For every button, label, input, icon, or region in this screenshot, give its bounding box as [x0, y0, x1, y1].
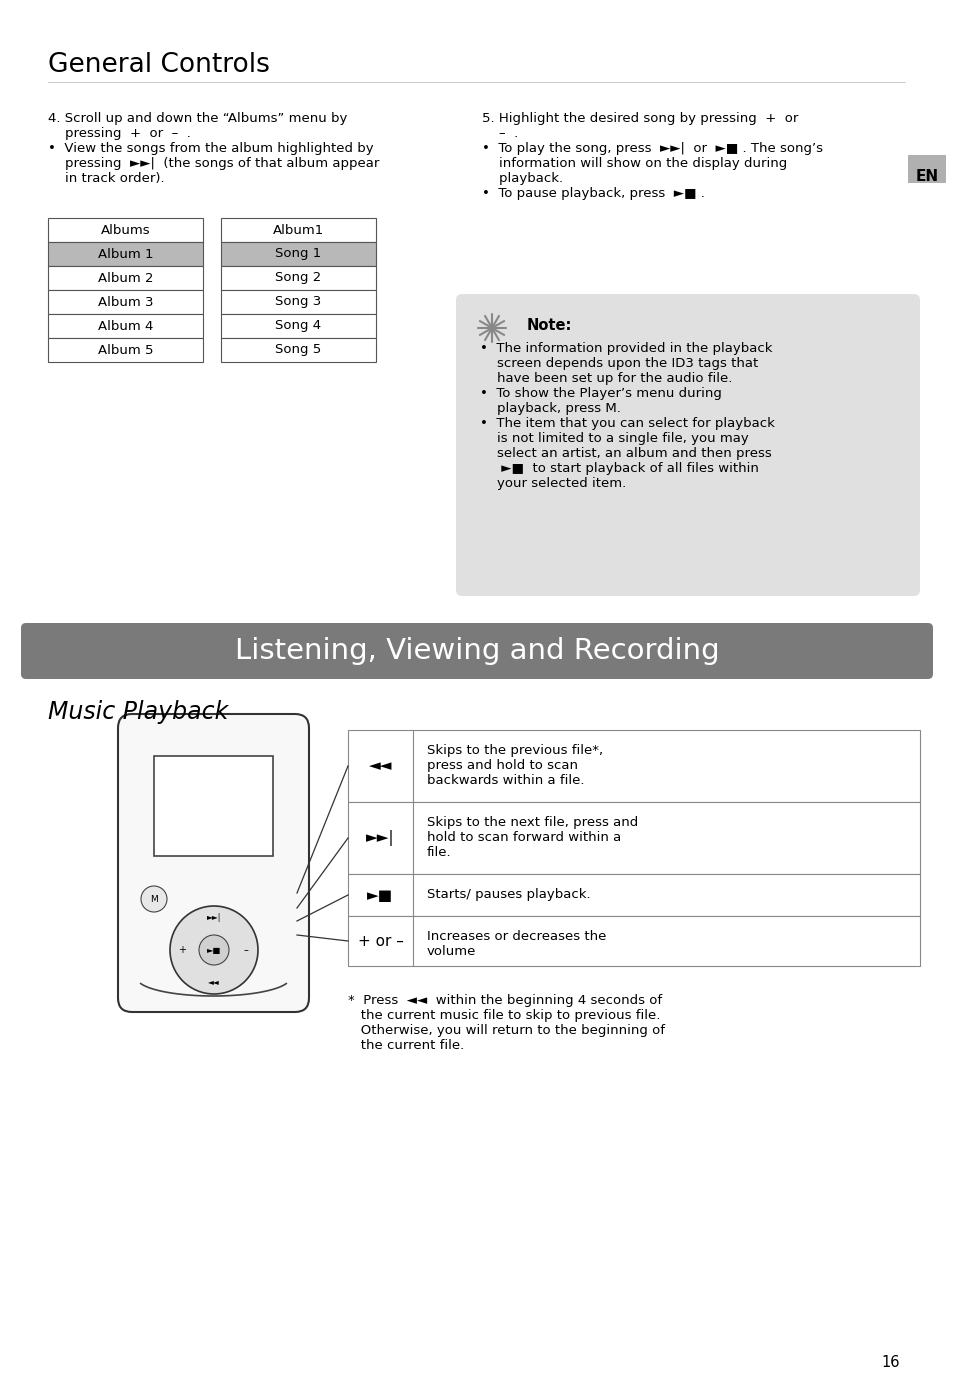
Text: Song 4: Song 4 — [275, 320, 321, 333]
Text: information will show on the display during: information will show on the display dur… — [481, 157, 786, 170]
Text: ►►|: ►►| — [207, 914, 221, 922]
Text: backwards within a file.: backwards within a file. — [427, 774, 584, 787]
Text: in track order).: in track order). — [48, 172, 165, 185]
Text: 5. Highlight the desired song by pressing  +  or: 5. Highlight the desired song by pressin… — [481, 113, 798, 125]
Text: select an artist, an album and then press: select an artist, an album and then pres… — [479, 447, 771, 460]
Bar — [221, 338, 375, 361]
Text: Album 5: Album 5 — [97, 344, 153, 356]
Text: Skips to the previous file*,: Skips to the previous file*, — [427, 743, 602, 757]
Text: Album1: Album1 — [273, 224, 324, 236]
Text: hold to scan forward within a: hold to scan forward within a — [427, 831, 620, 844]
Bar — [48, 242, 203, 267]
Bar — [221, 315, 375, 338]
FancyBboxPatch shape — [456, 294, 919, 596]
Text: Album 4: Album 4 — [98, 320, 153, 333]
Text: Skips to the next file, press and: Skips to the next file, press and — [427, 816, 638, 829]
Text: Album 2: Album 2 — [97, 272, 153, 284]
Text: Listening, Viewing and Recording: Listening, Viewing and Recording — [234, 638, 719, 665]
Bar — [221, 242, 375, 267]
Text: +: + — [178, 945, 186, 955]
Text: file.: file. — [427, 846, 451, 859]
Text: Music Playback: Music Playback — [48, 699, 228, 724]
Text: Album 3: Album 3 — [97, 295, 153, 309]
Text: ►■: ►■ — [207, 945, 221, 955]
Bar — [48, 338, 203, 361]
Text: General Controls: General Controls — [48, 52, 270, 78]
Text: your selected item.: your selected item. — [479, 477, 625, 491]
FancyBboxPatch shape — [118, 714, 309, 1013]
Text: •  The information provided in the playback: • The information provided in the playba… — [479, 342, 772, 354]
Bar — [48, 290, 203, 315]
Text: press and hold to scan: press and hold to scan — [427, 758, 578, 772]
Bar — [221, 267, 375, 290]
Circle shape — [170, 905, 257, 993]
Text: •  The item that you can select for playback: • The item that you can select for playb… — [479, 416, 774, 430]
FancyBboxPatch shape — [907, 155, 945, 183]
Text: ►■: ►■ — [367, 888, 394, 903]
Text: the current file.: the current file. — [348, 1039, 464, 1052]
Text: playback.: playback. — [481, 172, 562, 185]
Bar — [153, 756, 273, 856]
Text: –: – — [243, 945, 248, 955]
Text: is not limited to a single file, you may: is not limited to a single file, you may — [479, 431, 748, 445]
Text: screen depends upon the ID3 tags that: screen depends upon the ID3 tags that — [479, 357, 758, 370]
Text: EN: EN — [915, 169, 938, 184]
Bar — [348, 916, 919, 966]
Text: Song 3: Song 3 — [275, 295, 321, 309]
Text: Song 5: Song 5 — [275, 344, 321, 356]
Text: ◄◄: ◄◄ — [208, 977, 219, 987]
Text: •  View the songs from the album highlighted by: • View the songs from the album highligh… — [48, 142, 374, 155]
Text: Starts/ pauses playback.: Starts/ pauses playback. — [427, 888, 590, 901]
Text: Song 1: Song 1 — [275, 247, 321, 261]
Text: the current music file to skip to previous file.: the current music file to skip to previo… — [348, 1009, 659, 1022]
FancyBboxPatch shape — [21, 622, 932, 679]
Bar — [48, 218, 203, 242]
Bar — [48, 267, 203, 290]
Text: ◄◄: ◄◄ — [369, 758, 392, 774]
Text: *  Press  ◄◄  within the beginning 4 seconds of: * Press ◄◄ within the beginning 4 second… — [348, 993, 661, 1007]
Bar — [348, 730, 919, 802]
Text: •  To pause playback, press  ►■ .: • To pause playback, press ►■ . — [481, 187, 704, 201]
Bar — [48, 315, 203, 338]
Text: 4. Scroll up and down the “Albums” menu by: 4. Scroll up and down the “Albums” menu … — [48, 113, 347, 125]
Text: ►■  to start playback of all files within: ►■ to start playback of all files within — [479, 462, 758, 475]
Text: Song 2: Song 2 — [275, 272, 321, 284]
Text: have been set up for the audio file.: have been set up for the audio file. — [479, 372, 732, 385]
Text: M: M — [150, 894, 157, 904]
Text: Otherwise, you will return to the beginning of: Otherwise, you will return to the beginn… — [348, 1024, 664, 1037]
Bar — [348, 802, 919, 874]
Text: Albums: Albums — [101, 224, 151, 236]
Text: pressing  ►►|  (the songs of that album appear: pressing ►►| (the songs of that album ap… — [48, 157, 379, 170]
Circle shape — [199, 934, 229, 965]
Text: 16: 16 — [881, 1355, 899, 1370]
Text: ►►|: ►►| — [366, 830, 395, 846]
Bar — [221, 290, 375, 315]
Text: Album 1: Album 1 — [97, 247, 153, 261]
Bar — [348, 874, 919, 916]
Text: Increases or decreases the: Increases or decreases the — [427, 930, 606, 943]
Text: + or –: + or – — [357, 933, 403, 948]
Text: playback, press M.: playback, press M. — [479, 403, 620, 415]
Text: volume: volume — [427, 945, 476, 958]
Circle shape — [141, 886, 167, 912]
Text: •  To show the Player’s menu during: • To show the Player’s menu during — [479, 387, 721, 400]
Text: Note:: Note: — [526, 317, 572, 333]
Text: –  .: – . — [481, 126, 517, 140]
Bar — [221, 218, 375, 242]
Text: pressing  +  or  –  .: pressing + or – . — [48, 126, 191, 140]
Text: •  To play the song, press  ►►|  or  ►■ . The song’s: • To play the song, press ►►| or ►■ . Th… — [481, 142, 822, 155]
